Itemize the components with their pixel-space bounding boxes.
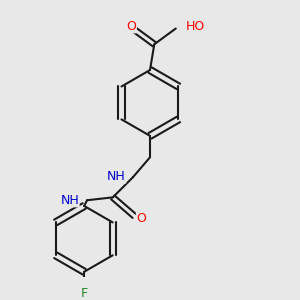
Text: F: F (81, 287, 88, 300)
Text: NH: NH (107, 170, 126, 183)
Text: HO: HO (186, 20, 205, 33)
Text: O: O (136, 212, 146, 225)
Text: NH: NH (60, 194, 79, 207)
Text: O: O (127, 20, 136, 33)
